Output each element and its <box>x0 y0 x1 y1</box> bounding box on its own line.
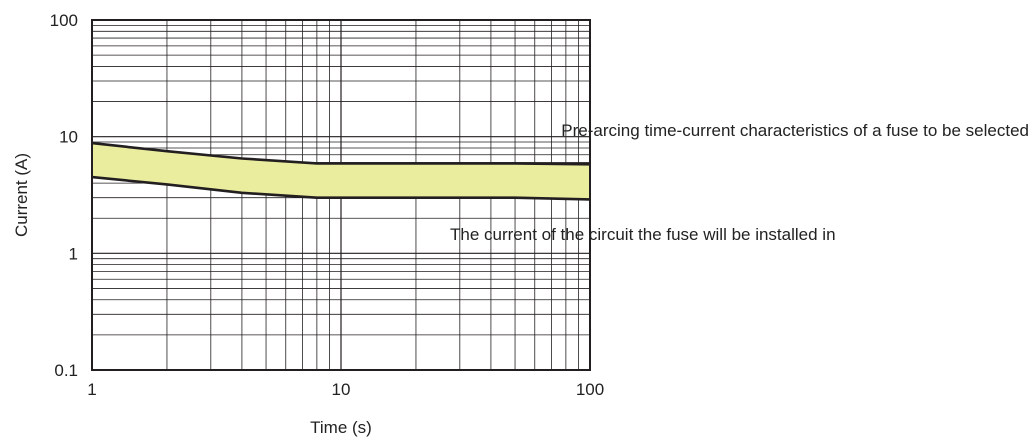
annotation-upper: Pre-arcing time-current characteristics … <box>561 121 1029 140</box>
y-axis-title: Current (A) <box>12 153 31 237</box>
plot-frame <box>91 19 591 371</box>
x-tick-label: 1 <box>87 380 96 399</box>
curves <box>91 141 591 201</box>
x-tick-label: 100 <box>576 380 604 399</box>
x-tick-label: 10 <box>332 380 351 399</box>
x-axis-title: Time (s) <box>310 418 372 437</box>
annotation-lower: The current of the circuit the fuse will… <box>450 225 836 244</box>
y-tick-label: 1 <box>69 244 78 263</box>
series-line-upper <box>91 141 591 166</box>
y-tick-label: 100 <box>50 11 78 30</box>
y-tick-label: 0.1 <box>54 361 78 380</box>
series-line-lower <box>91 175 591 201</box>
y-tick-label: 10 <box>59 128 78 147</box>
tick-labels: 1 10 100 0.1 1 10 100 <box>50 11 605 399</box>
